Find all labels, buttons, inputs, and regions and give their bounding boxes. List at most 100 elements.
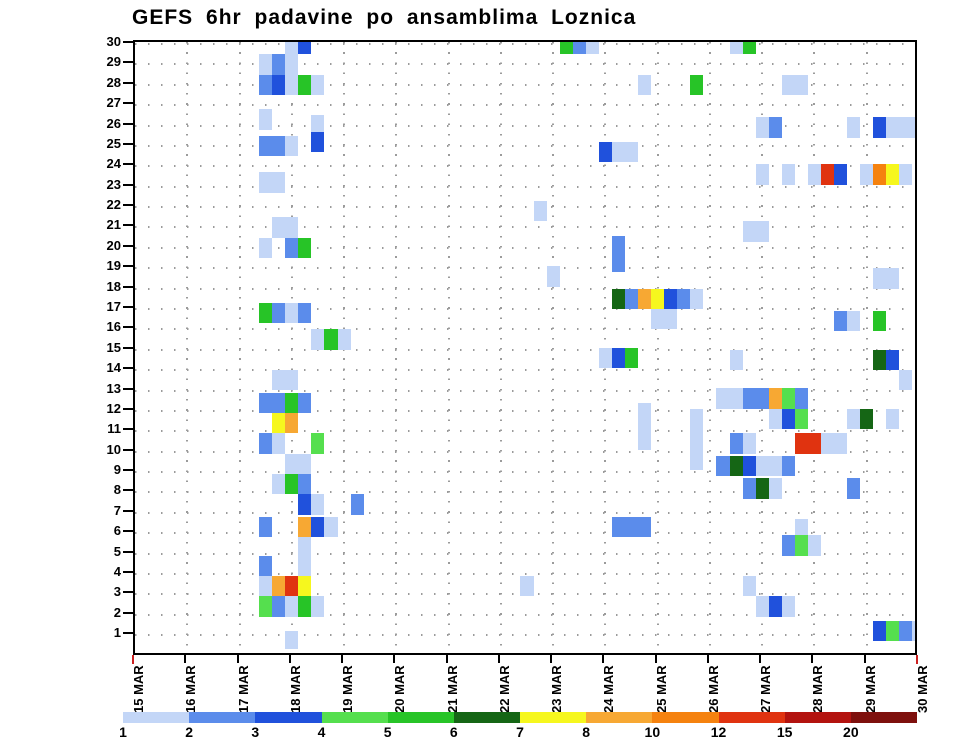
precip-cell (834, 433, 848, 454)
y-axis-label: 9 (113, 462, 121, 478)
y-axis-label: 28 (106, 74, 121, 90)
precip-cell (886, 349, 900, 371)
precip-cell (611, 288, 625, 309)
precip-cell (742, 388, 756, 409)
precip-cell (860, 164, 874, 185)
x-tick (445, 655, 448, 663)
y-tick (123, 469, 133, 472)
y-axis-label: 30 (106, 33, 121, 49)
precip-cell (847, 478, 861, 499)
grid-row-line (135, 63, 915, 66)
precip-cell (638, 402, 652, 450)
y-tick (123, 550, 133, 553)
precip-cell (651, 308, 665, 330)
precip-cell (324, 516, 338, 538)
precip-cell (768, 596, 782, 617)
precip-cell (324, 329, 338, 350)
grid-day-line (238, 42, 241, 653)
precip-cell (768, 117, 782, 138)
precip-cell (755, 164, 769, 185)
grid-row-line (135, 634, 915, 637)
legend-segment (123, 712, 190, 723)
precip-cell (272, 217, 286, 238)
y-axis-label: 19 (106, 258, 121, 274)
y-tick (123, 224, 133, 227)
grid-row-line (135, 104, 915, 107)
precip-cell (285, 302, 299, 324)
precip-cell (298, 575, 312, 597)
legend-value-label: 20 (843, 724, 859, 740)
precip-cell (311, 596, 325, 617)
x-axis-label: 27 MAR (758, 665, 774, 713)
grid-row-line (135, 42, 915, 45)
precip-cell (781, 596, 795, 617)
precip-cell (272, 575, 286, 597)
precip-cell (755, 117, 769, 138)
x-tick (132, 655, 134, 664)
y-tick (123, 244, 133, 247)
precip-cell (272, 54, 286, 75)
precip-cell (598, 141, 612, 163)
y-axis-label: 18 (106, 278, 121, 294)
y-tick (123, 102, 133, 105)
y-tick (123, 611, 133, 614)
legend-segment (784, 712, 851, 723)
grid-day-line (604, 42, 607, 653)
x-tick (706, 655, 709, 663)
y-axis-label: 13 (106, 380, 121, 396)
precip-cell (311, 74, 325, 95)
grid-row-line (135, 491, 915, 494)
precip-cell (755, 596, 769, 617)
y-axis-label: 27 (106, 95, 121, 111)
precip-cell (729, 455, 743, 477)
x-tick (393, 655, 396, 663)
y-axis-label: 1 (113, 625, 121, 641)
precip-cell (311, 115, 325, 136)
legend-value-label: 3 (251, 724, 260, 740)
precip-cell (742, 575, 756, 597)
grid-row-line (135, 165, 915, 168)
precip-cell (311, 131, 325, 152)
precip-cell (625, 516, 639, 538)
precip-cell (546, 266, 560, 287)
legend-value-label: 10 (644, 724, 661, 740)
precip-cell (873, 268, 887, 289)
x-tick (916, 655, 918, 664)
y-tick (123, 183, 133, 186)
precip-cell (611, 141, 625, 163)
y-axis-label: 7 (113, 502, 121, 518)
x-tick (288, 655, 291, 663)
grid-row-line (135, 144, 915, 147)
grid-row-line (135, 369, 915, 372)
legend-segment (321, 712, 388, 723)
precip-cell (821, 433, 835, 454)
precip-cell (873, 164, 887, 185)
precip-cell (781, 455, 795, 477)
y-tick (123, 40, 133, 43)
legend-color-bar (123, 712, 918, 723)
y-axis-label: 6 (113, 523, 121, 539)
precip-cell (285, 74, 299, 95)
grid-row-line (135, 246, 915, 249)
x-tick (863, 655, 866, 663)
x-tick (811, 655, 814, 663)
precip-cell (781, 164, 795, 185)
legend-segment (586, 712, 653, 723)
precip-cell (664, 288, 678, 309)
grid-row-line (135, 552, 915, 555)
y-tick (123, 346, 133, 349)
precip-cell (742, 42, 756, 55)
x-axis-label: 18 MAR (287, 665, 303, 713)
precip-cell (912, 117, 915, 138)
precip-cell (259, 433, 273, 454)
y-axis-label: 24 (106, 156, 121, 172)
precip-cell (690, 408, 704, 470)
x-tick (341, 655, 344, 663)
precip-cell (311, 516, 325, 538)
grid-row-line (135, 511, 915, 514)
x-axis-label: 16 MAR (183, 665, 199, 713)
precip-cell (285, 370, 299, 391)
precip-cell (272, 172, 286, 193)
precip-cell (794, 518, 808, 540)
precip-cell (272, 474, 286, 495)
